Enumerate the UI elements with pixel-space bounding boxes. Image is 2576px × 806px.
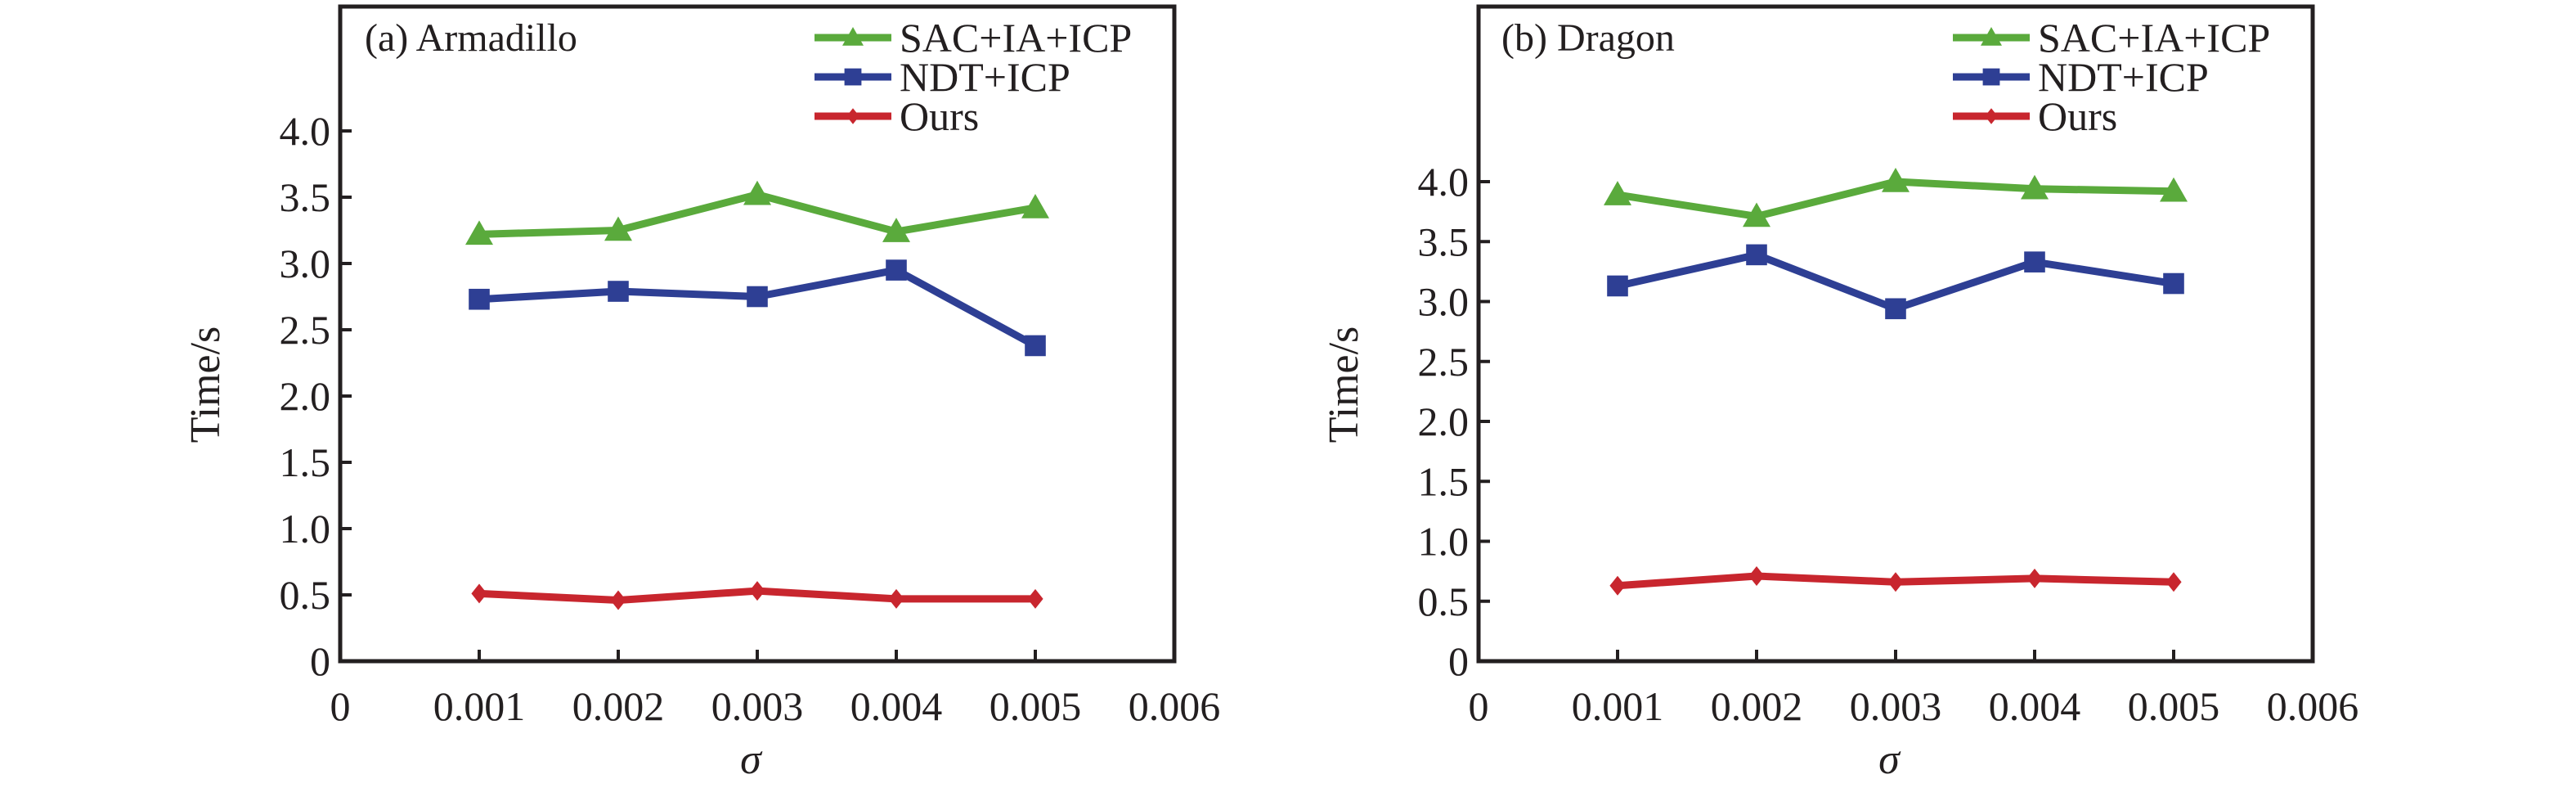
data-point (610, 590, 626, 610)
x-tick-label: 0.005 (990, 683, 1082, 729)
data-point (1021, 193, 1049, 218)
legend-item: Ours (1953, 93, 2117, 139)
y-tick-label: 2.0 (280, 373, 331, 419)
x-tick-label: 0.004 (1989, 683, 2081, 729)
data-point (1604, 181, 1631, 205)
legend-marker-triangle-icon (842, 27, 864, 46)
y-tick-label: 3.5 (1418, 218, 1470, 264)
series-ours (1609, 565, 2182, 596)
data-point (1607, 275, 1628, 297)
series-ndt-icp (469, 259, 1046, 357)
x-tick-label: 0.005 (2128, 683, 2220, 729)
data-point (2021, 174, 2049, 200)
data-point (747, 286, 768, 308)
series-sac-ia-icp (465, 180, 1049, 245)
x-tick-label: 0.003 (711, 683, 804, 729)
y-tick-label: 2.0 (1418, 398, 1470, 444)
data-point (882, 218, 910, 242)
legend-marker-diamond-icon (846, 108, 859, 124)
chart-panel-b: 0 0.5 1.0 1.5 2.0 2.5 3.0 3.5 4.0 0 0.001 0.002 0.00… (1321, 4, 2359, 783)
data-point (1887, 572, 1904, 592)
x-tick-label: 0.002 (572, 683, 665, 729)
x-axis-title: σ (1878, 736, 1901, 783)
chart-panel-a: 0 0.5 1.0 1.5 2.0 2.5 3.0 3.5 4.0 0 0.001 0.002 0.00… (182, 4, 1221, 783)
y-tick-label: 3.5 (280, 174, 331, 220)
y-tick-label: 0.5 (280, 572, 331, 618)
legend-item: SAC+IA+ICP (1953, 15, 2270, 61)
data-point (2026, 568, 2043, 588)
data-point (888, 588, 904, 609)
plot-frame (1476, 4, 2315, 664)
data-point (469, 288, 490, 310)
data-point (2163, 272, 2184, 295)
series-ndt-icp (1607, 244, 2184, 320)
y-tick-label: 2.5 (1418, 339, 1470, 385)
data-point (2160, 177, 2188, 202)
y-tick-label: 3.0 (280, 241, 331, 286)
legend-label: NDT+ICP (900, 54, 1070, 100)
x-tick-label: 0 (330, 683, 351, 729)
data-point (471, 583, 487, 604)
data-point (1609, 575, 1626, 596)
y-tick-label: 0 (310, 638, 330, 684)
legend-label: SAC+IA+ICP (900, 15, 1132, 61)
y-tick-label: 0 (1448, 638, 1469, 684)
y-tick-label: 0.5 (1418, 579, 1470, 624)
x-tick-label: 0.001 (433, 683, 526, 729)
y-tick-label: 4.0 (1418, 159, 1470, 205)
data-point (886, 259, 907, 281)
legend-marker-triangle-icon (1981, 27, 2002, 46)
x-tick-label: 0 (1469, 683, 1489, 729)
y-tick-label: 3.0 (1418, 279, 1470, 325)
data-point (749, 581, 765, 601)
data-point (2024, 251, 2045, 272)
y-tick-label: 2.5 (280, 307, 331, 353)
x-tick-label: 0.002 (1711, 683, 1803, 729)
legend-marker-square-icon (1982, 68, 2000, 86)
data-point (1027, 588, 1043, 609)
legend-item: SAC+IA+ICP (815, 15, 1132, 61)
series-sac-ia-icp (1604, 168, 2188, 227)
data-point (743, 180, 771, 205)
data-point (1743, 202, 1770, 227)
legend-label: SAC+IA+ICP (2038, 15, 2270, 61)
data-point (2165, 572, 2182, 592)
y-tick-label: 1.0 (280, 506, 331, 552)
data-point (1885, 298, 1906, 320)
data-point (1882, 168, 1910, 192)
legend-label: NDT+ICP (2038, 54, 2209, 100)
data-point (465, 220, 493, 245)
x-tick-label: 0.006 (1129, 683, 1221, 729)
data-point (604, 216, 632, 241)
series-ours (471, 581, 1043, 610)
legend-label: Ours (2038, 93, 2117, 139)
y-tick-label: 1.5 (1418, 458, 1470, 504)
data-point (1025, 335, 1046, 357)
legend-marker-diamond-icon (1985, 108, 1998, 124)
legend-item: Ours (815, 93, 979, 139)
data-point (608, 281, 629, 302)
series-line (478, 266, 1038, 349)
legend-label: Ours (900, 93, 979, 139)
legend-item: NDT+ICP (1953, 54, 2209, 100)
x-tick-label: 0.004 (850, 683, 943, 729)
legend-item: NDT+ICP (815, 54, 1070, 100)
legend-marker-square-icon (844, 68, 862, 86)
panel-title: (b) Dragon (1501, 16, 1675, 60)
x-axis-title: σ (740, 736, 763, 783)
x-tick-label: 0.001 (1572, 683, 1664, 729)
plot-frame (338, 4, 1177, 664)
x-tick-label: 0.006 (2267, 683, 2359, 729)
y-tick-label: 1.0 (1418, 519, 1470, 565)
y-tick-label: 4.0 (280, 108, 331, 154)
x-tick-label: 0.003 (1850, 683, 1942, 729)
data-point (1748, 565, 1765, 586)
y-tick-label: 1.5 (280, 439, 331, 485)
data-point (1746, 244, 1767, 266)
y-axis-title: Time/s (1321, 326, 1367, 444)
panel-title: (a) Armadillo (365, 16, 577, 60)
y-axis-title: Time/s (182, 326, 229, 444)
